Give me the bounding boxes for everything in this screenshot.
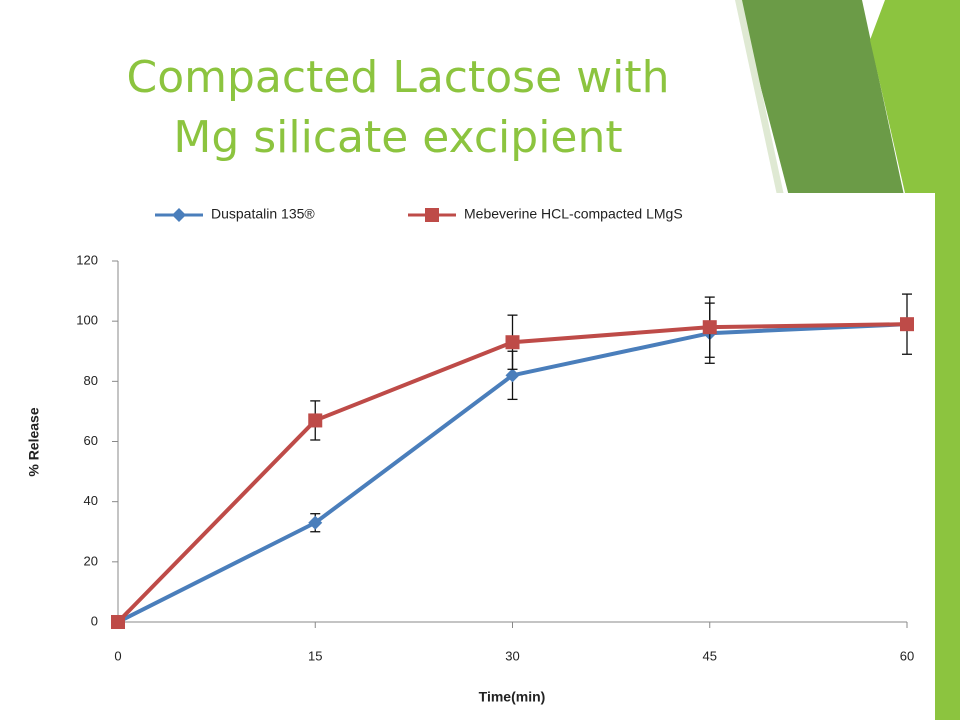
marker xyxy=(702,320,717,335)
marker xyxy=(505,335,520,350)
legend-marker xyxy=(172,208,186,222)
x-tick-label: 30 xyxy=(505,648,519,663)
y-tick-label: 120 xyxy=(76,252,98,267)
marker xyxy=(900,317,914,332)
chart-panel xyxy=(48,193,935,720)
y-tick-label: 40 xyxy=(84,493,98,508)
x-tick-label: 15 xyxy=(308,648,322,663)
chart-title: Mg silicate excipient xyxy=(173,112,622,163)
decor-line xyxy=(735,0,785,200)
y-tick-label: 0 xyxy=(91,613,98,628)
marker xyxy=(505,368,520,383)
y-tick-label: 20 xyxy=(84,553,98,568)
marker xyxy=(111,615,125,629)
y-axis-label: % Release xyxy=(26,407,42,476)
legend-marker xyxy=(425,208,439,222)
y-tick-label: 80 xyxy=(84,373,98,388)
x-axis-label: Time(min) xyxy=(479,689,546,705)
marker xyxy=(308,413,323,428)
decor-dark xyxy=(738,0,905,200)
legend-label: Duspatalin 135® xyxy=(211,206,315,222)
x-tick-label: 60 xyxy=(900,648,914,663)
x-tick-label: 0 xyxy=(114,648,121,663)
decor-bright xyxy=(870,0,960,720)
x-tick-label: 45 xyxy=(703,648,717,663)
legend-label: Mebeverine HCL-compacted LMgS xyxy=(464,206,683,222)
chart-title: Compacted Lactose with xyxy=(127,52,670,103)
y-tick-label: 60 xyxy=(84,433,98,448)
y-tick-label: 100 xyxy=(76,313,98,328)
marker xyxy=(308,515,323,530)
